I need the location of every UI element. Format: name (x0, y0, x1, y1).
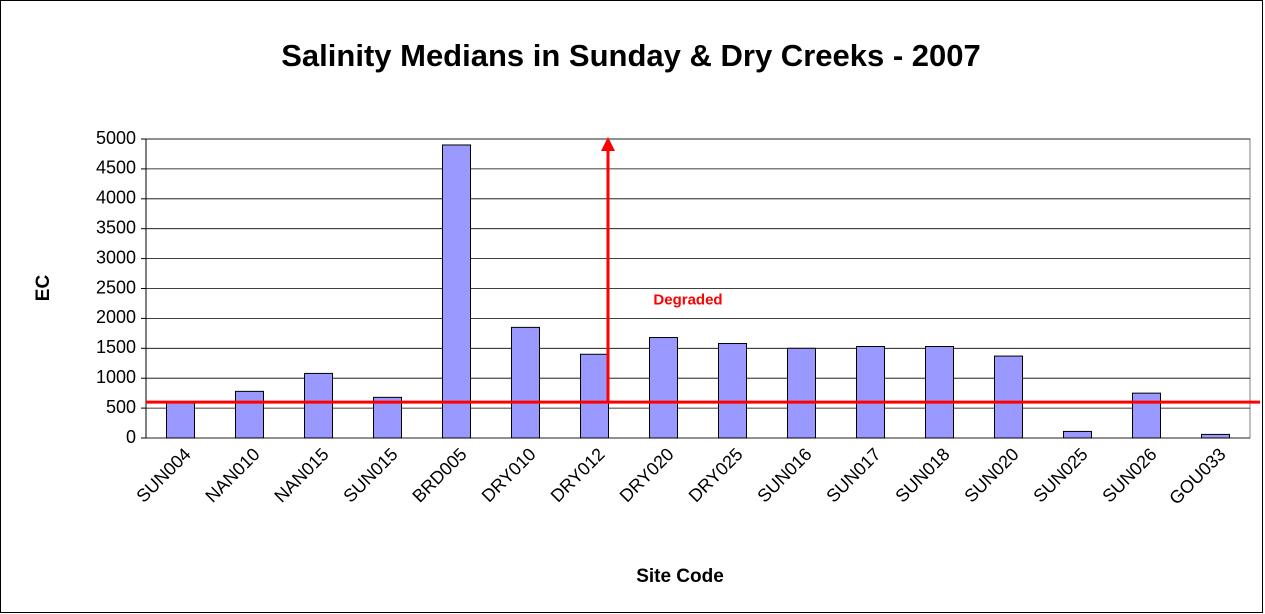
y-tick-label: 2000 (96, 307, 136, 327)
bar (718, 343, 747, 439)
bar (1201, 433, 1230, 439)
bar (511, 326, 540, 439)
y-tick-label: 1500 (96, 337, 136, 357)
bar (649, 337, 678, 439)
arrow-head (601, 137, 615, 151)
y-tick-label: 500 (106, 397, 136, 417)
bar (994, 355, 1023, 439)
y-axis-label: EC (33, 275, 54, 302)
bar (1132, 392, 1161, 439)
y-tick-label: 4500 (96, 158, 136, 178)
y-tick-label: 5000 (96, 128, 136, 148)
bar (925, 346, 954, 439)
bar (442, 144, 471, 439)
bar (787, 347, 816, 439)
y-tick-label: 3000 (96, 247, 136, 267)
bar (235, 390, 264, 439)
chart-title: Salinity Medians in Sunday & Dry Creeks … (281, 38, 980, 73)
y-tick-label: 3500 (96, 217, 136, 237)
bar (856, 346, 885, 439)
x-axis-label: Site Code (636, 566, 724, 587)
bar (373, 396, 402, 439)
bar (580, 353, 609, 439)
bar (166, 401, 195, 439)
y-tick-label: 4000 (96, 188, 136, 208)
y-tick-label: 2500 (96, 277, 136, 297)
y-tick-label: 0 (126, 427, 136, 447)
bar (304, 372, 333, 439)
y-tick-label: 1000 (96, 367, 136, 387)
bar (1063, 430, 1092, 439)
annotation: Degraded (653, 291, 722, 308)
